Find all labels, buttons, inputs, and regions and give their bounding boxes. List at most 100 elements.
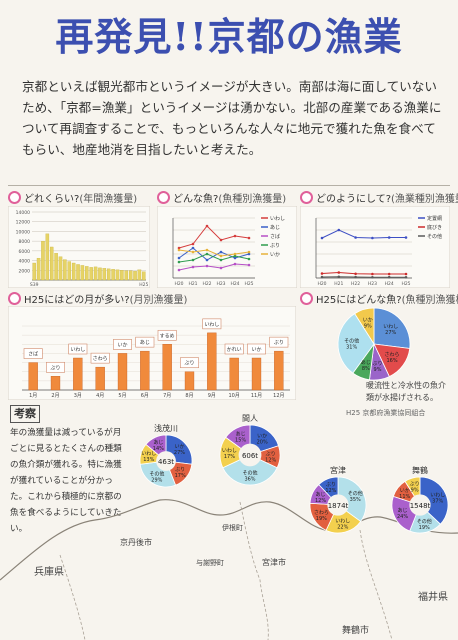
month-bar	[162, 344, 172, 391]
month-label: 2月	[51, 393, 59, 399]
x-tick-label: H24	[230, 281, 239, 287]
legend-label: その他	[427, 233, 442, 240]
map-pie-slice-label: その他	[348, 490, 363, 497]
composition-slice	[337, 313, 375, 374]
data-point	[371, 275, 374, 279]
boundary	[239, 501, 269, 640]
map-pie-slice	[222, 454, 278, 486]
annotation-box	[224, 343, 244, 355]
data-point	[205, 258, 209, 262]
map-pie-slice-value: 22%	[337, 525, 348, 531]
pie-note: 暖流性と冷水性の魚介類が水揚げされる。	[366, 381, 446, 402]
month-bar	[274, 350, 284, 391]
legend-label: いか	[270, 251, 280, 258]
map-pie-slice-label: いわし	[141, 450, 156, 457]
discussion-text: 年の漁獲量は減っているが月ごとに見るとたくさんの種類の魚介類が獲れる。特に漁獲が…	[10, 428, 122, 534]
bar	[80, 265, 85, 281]
map-pie-slice-value: 12%	[325, 488, 336, 494]
annotation-text: いか	[117, 341, 127, 348]
circle-bullet-icon	[300, 191, 313, 204]
annotation-box	[113, 339, 132, 350]
map-pie-title: 浅茂川	[154, 423, 178, 433]
x-tick-label: H25	[401, 281, 410, 287]
month-label: 3月	[74, 393, 82, 399]
map-pie-total: 1548t	[410, 502, 431, 510]
bar	[32, 262, 36, 281]
y-tick-label: 14000	[16, 210, 30, 216]
bar	[120, 270, 124, 281]
legend-label: さば	[270, 233, 280, 240]
annotation-box	[90, 352, 110, 364]
data-point	[247, 236, 251, 240]
data-point	[191, 246, 195, 250]
discussion-box: 考察 年の漁獲量は減っているが月ごとに見るとたくさんの種類の魚介類が獲れる。特に…	[10, 405, 128, 537]
data-point	[320, 236, 324, 240]
composition-slice	[354, 307, 375, 346]
composition-slice	[373, 307, 411, 349]
section-heading-3: どのようにして?(漁業種別漁獲量)	[300, 190, 458, 205]
composition-slice-label: さわら	[385, 351, 400, 358]
bar	[93, 266, 98, 281]
boundary	[359, 529, 393, 640]
data-point	[247, 263, 251, 267]
bar	[58, 256, 63, 281]
map-pie-slice-label: あじ	[398, 508, 408, 514]
bar	[89, 267, 93, 281]
month-label: 10月	[228, 393, 239, 399]
map-pie-slice-label: いわし	[222, 447, 237, 454]
bar	[142, 271, 146, 281]
map-pie-slice-value: 9%	[411, 487, 419, 493]
y-tick-label: 2000	[19, 268, 31, 274]
composition-slice-label: いか	[363, 317, 373, 324]
x-tick-label: H25	[139, 282, 148, 288]
data-point	[219, 254, 223, 258]
annotation-text: いか	[251, 346, 261, 353]
data-point	[371, 236, 374, 240]
legend-label: いわし	[270, 215, 285, 222]
section-heading-2: どんな魚?(魚種別漁獲量)	[157, 190, 286, 205]
x-tick-label: H22	[202, 281, 211, 287]
map-pie-slice-value: 11%	[399, 494, 410, 500]
map-pie-slice-label: あじ	[236, 432, 246, 438]
annotation-box	[180, 357, 199, 369]
data-point	[177, 256, 181, 260]
composition-slice-value: 31%	[346, 344, 357, 350]
y-tick-label: 12000	[16, 220, 30, 226]
bar	[128, 270, 133, 281]
composition-slice-value: 9%	[364, 324, 372, 330]
data-point	[219, 238, 223, 242]
bar	[137, 269, 142, 281]
bar	[63, 259, 67, 281]
map-pie-slice-value: 29%	[151, 477, 162, 483]
month-bar	[251, 357, 262, 391]
map-pie-total: 463t	[158, 458, 174, 466]
data-point	[219, 266, 223, 270]
bar	[102, 268, 107, 281]
data-point	[320, 275, 324, 279]
data-point	[387, 236, 391, 239]
data-point	[233, 254, 237, 258]
annotation-box	[23, 348, 43, 359]
bar	[41, 240, 45, 281]
series-line-0	[321, 229, 406, 239]
map-pie-slice-label: ぶり	[326, 482, 336, 488]
map-pie-slice-value: 27%	[174, 450, 185, 456]
map-label: 福井県	[418, 590, 448, 603]
bar	[49, 246, 54, 281]
map-pie-slice-value: 17%	[175, 473, 186, 479]
composition-slice-label: あじ	[361, 360, 371, 366]
map-pie-slice-label: ぶり	[266, 451, 276, 457]
map-pie-slice-value: 14%	[153, 446, 164, 452]
series-line-2	[178, 263, 250, 271]
circle-bullet-icon	[8, 191, 21, 204]
map-label: 宮津市	[262, 557, 286, 567]
data-point	[177, 246, 181, 250]
composition-slice-label: ぶり	[372, 361, 382, 367]
month-bar	[73, 357, 83, 391]
intro-text: 京都といえば観光都市というイメージが大きい。南部は海に面していないため、「京都=…	[22, 79, 442, 157]
map-label: 京丹後市	[120, 537, 152, 547]
x-tick-label: H24	[385, 281, 394, 287]
map-pie-slice-value: 12%	[265, 457, 276, 463]
